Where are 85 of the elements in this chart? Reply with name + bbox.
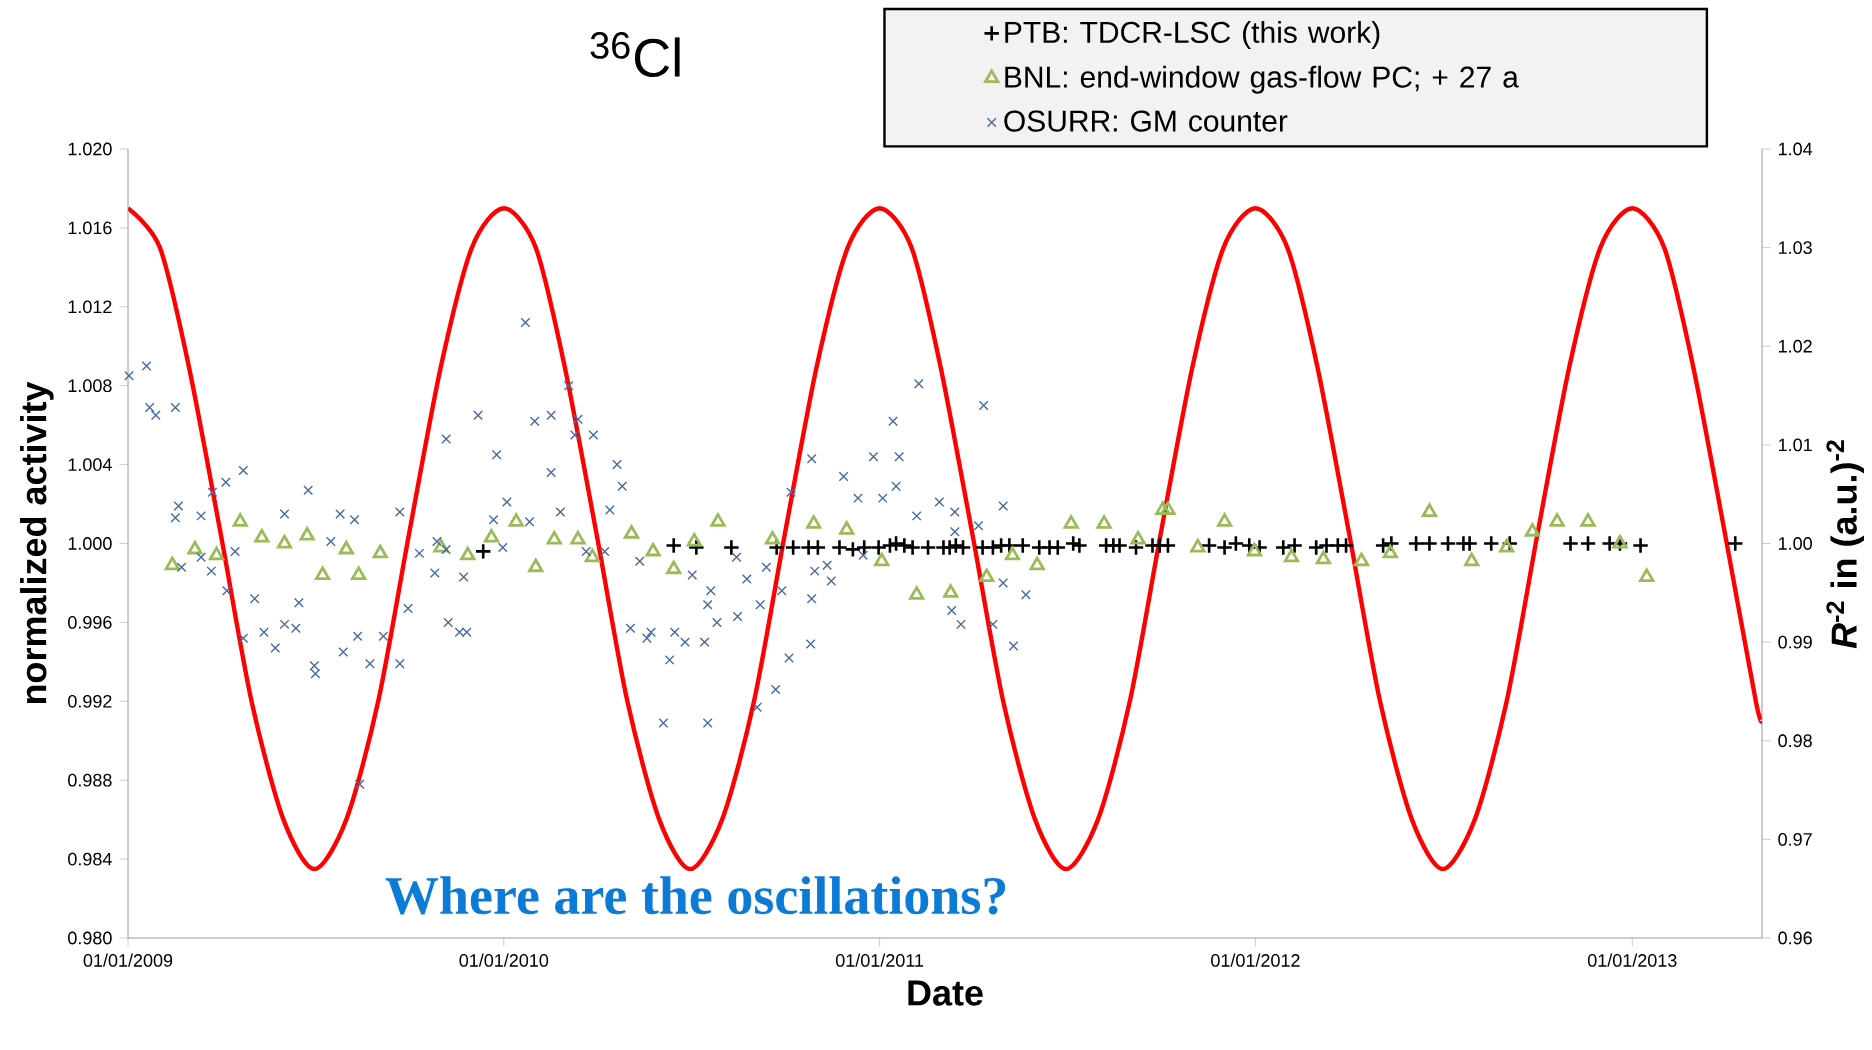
legend-label: BNL: end-window gas-flow PC; + 27 a <box>1005 65 1519 94</box>
x-tick-label: 01/01/2012 <box>1211 953 1300 967</box>
point <box>1315 550 1332 565</box>
point <box>839 521 855 535</box>
point <box>1580 513 1596 527</box>
point <box>483 528 500 543</box>
point <box>1246 542 1263 557</box>
point <box>1130 530 1146 545</box>
point <box>338 540 354 555</box>
point <box>1160 501 1176 515</box>
point <box>164 556 180 571</box>
point <box>1464 552 1480 567</box>
point <box>1190 538 1206 553</box>
point <box>1063 515 1079 529</box>
y2-tick-label: 0.98 <box>1778 734 1812 748</box>
point <box>276 534 293 549</box>
point <box>874 552 890 567</box>
x-tick-label: 01/01/2010 <box>459 953 549 967</box>
y-tick-label: 1.000 <box>68 537 112 550</box>
point <box>623 525 640 539</box>
point <box>1216 513 1233 527</box>
point <box>1382 544 1398 559</box>
legend-label: PTB: TDCR-LSC (this work) <box>1005 20 1380 49</box>
y2-tick-label: 0.96 <box>1778 931 1812 945</box>
line-series <box>128 205 1763 872</box>
point <box>299 527 315 541</box>
y-axis-title: normalized activity <box>20 381 54 704</box>
point <box>1353 552 1370 567</box>
point <box>909 586 925 600</box>
y2-tick-label: 1.01 <box>1779 438 1812 452</box>
point <box>232 513 248 527</box>
y2-tick-label: 1.00 <box>1779 537 1812 550</box>
point <box>208 546 225 561</box>
point <box>806 515 822 529</box>
y-tick-label: 1.016 <box>68 221 112 235</box>
point <box>1524 523 1541 537</box>
point <box>187 540 203 555</box>
point <box>1096 515 1112 529</box>
point <box>710 513 726 527</box>
point <box>351 566 367 581</box>
x-tick-label: 01/01/2013 <box>1587 953 1677 967</box>
y2-tick-label: 1.03 <box>1779 241 1812 255</box>
point <box>1155 501 1171 515</box>
y-tick-label: 0.984 <box>68 852 112 866</box>
chart-title: $^{36}$Cl <box>590 32 680 78</box>
point <box>1421 503 1438 517</box>
point <box>546 530 562 545</box>
point <box>943 584 959 598</box>
point <box>979 568 995 583</box>
y-tick-label: 1.004 <box>68 458 112 471</box>
point <box>1639 568 1655 583</box>
point <box>460 546 476 561</box>
y2-tick-label: 1.04 <box>1779 142 1813 156</box>
legend-label: OSURR: GM counter <box>1004 110 1288 132</box>
point <box>1029 556 1045 571</box>
y-tick-label: 0.980 <box>68 931 112 945</box>
point <box>666 560 682 575</box>
point <box>1283 548 1300 563</box>
annotation: Where are the oscillations? <box>385 876 1006 915</box>
point <box>1004 546 1021 561</box>
x-tick-label: 01/01/2009 <box>83 953 173 967</box>
point <box>528 558 544 573</box>
y-tick-label: 0.988 <box>68 773 112 787</box>
point <box>1499 538 1515 553</box>
x-tick-label: 01/01/2011 <box>835 953 924 967</box>
y-tick-label: 0.996 <box>68 616 112 629</box>
y-tick-label: 1.020 <box>68 142 112 156</box>
y2-tick-label: 0.97 <box>1778 832 1812 846</box>
point <box>570 530 586 545</box>
point <box>645 542 661 557</box>
point <box>584 548 600 563</box>
point <box>372 544 388 559</box>
y2-axis-title: R$^{-2}$ in (a.u.)$^{-2}$ <box>1826 440 1864 649</box>
y2-tick-label: 1.02 <box>1779 339 1812 353</box>
point <box>314 566 331 581</box>
x-axis-title: Date <box>908 980 983 1006</box>
point <box>508 513 524 527</box>
y2-tick-label: 0.99 <box>1778 635 1812 649</box>
point <box>686 532 702 547</box>
point <box>764 530 781 545</box>
y-tick-label: 0.992 <box>68 694 112 708</box>
y-tick-label: 1.012 <box>68 300 112 314</box>
point <box>254 528 270 543</box>
y-tick-label: 1.008 <box>68 379 112 393</box>
point <box>1549 513 1565 527</box>
